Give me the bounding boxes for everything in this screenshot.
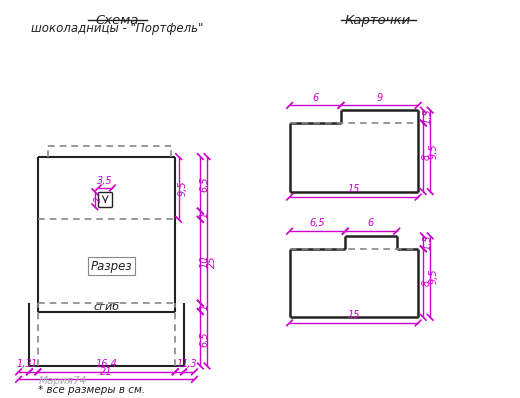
Text: 1: 1 (176, 359, 183, 369)
Text: 1,5: 1,5 (422, 109, 432, 124)
Text: 6: 6 (312, 93, 318, 103)
Text: 16,4: 16,4 (96, 359, 118, 369)
Text: 3,5: 3,5 (97, 176, 113, 186)
Text: 9: 9 (376, 93, 383, 103)
Text: Карточки: Карточки (345, 14, 411, 27)
Text: 9,5: 9,5 (429, 143, 439, 159)
Text: 2: 2 (94, 196, 103, 202)
Text: 1: 1 (31, 359, 37, 369)
Text: 6,5: 6,5 (200, 176, 210, 191)
Text: 1: 1 (200, 212, 210, 219)
Text: 9,5: 9,5 (429, 269, 439, 285)
Text: 25: 25 (206, 255, 216, 267)
Text: Схема: Схема (96, 14, 139, 27)
Text: сгиб: сгиб (94, 302, 120, 312)
Text: 9,5: 9,5 (178, 180, 188, 196)
Text: 6,5: 6,5 (309, 219, 325, 228)
Text: 1,3: 1,3 (16, 359, 32, 369)
Text: 6: 6 (368, 219, 374, 228)
Text: 1,5: 1,5 (422, 234, 432, 250)
Text: Мария74: Мария74 (38, 376, 86, 386)
Text: шоколадницы - "Портфель": шоколадницы - "Портфель" (31, 22, 203, 35)
Text: 21: 21 (100, 367, 113, 377)
Text: * все размеры в см.: * все размеры в см. (38, 385, 146, 395)
Text: 6,5: 6,5 (200, 331, 210, 347)
Text: 8: 8 (422, 280, 432, 286)
Text: 15: 15 (347, 310, 360, 320)
Text: 15: 15 (347, 184, 360, 194)
Text: 1: 1 (200, 304, 210, 310)
Text: 1,3: 1,3 (181, 359, 197, 369)
Text: 8: 8 (422, 154, 432, 160)
Text: Разрез: Разрез (90, 259, 132, 273)
Text: 10: 10 (200, 255, 210, 267)
